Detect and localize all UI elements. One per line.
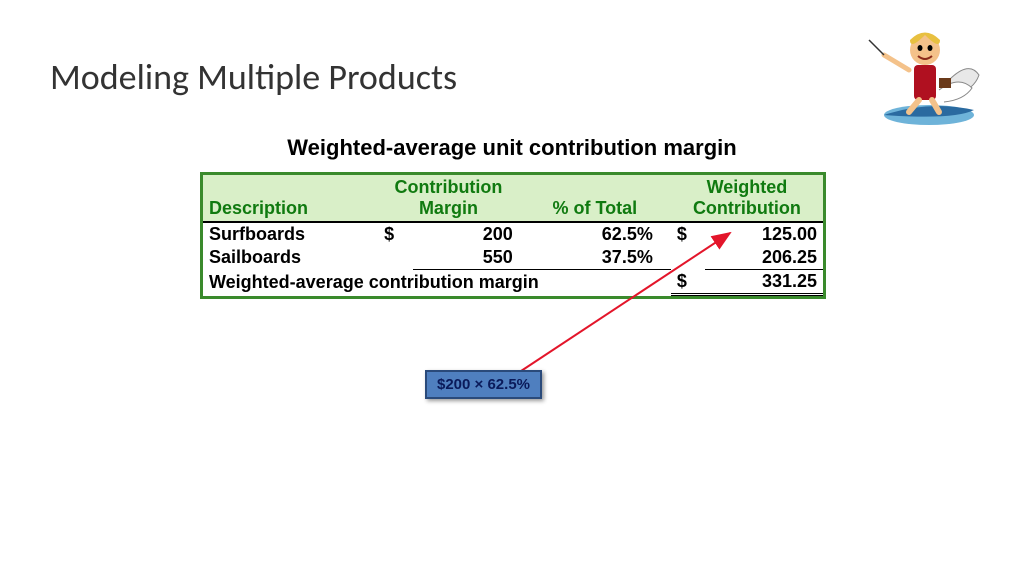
cell-cm: 550 <box>413 246 519 270</box>
cell-wc: 125.00 <box>705 222 823 246</box>
col-description: Description <box>209 198 308 218</box>
table-row: Surfboards $ 200 62.5% $ 125.00 <box>203 222 823 246</box>
cell-pct: 37.5% <box>519 246 671 270</box>
cell-desc: Sailboards <box>203 246 378 270</box>
cell-wc: 206.25 <box>705 246 823 270</box>
cell-pct: 62.5% <box>519 222 671 246</box>
table-header-row: Description Contribution Margin % of Tot… <box>203 175 823 222</box>
formula-callout: $200 × 62.5% <box>425 370 542 399</box>
cell-cur-wc <box>671 246 706 270</box>
col-wc-line1: Weighted <box>707 177 788 197</box>
decorative-clipart <box>854 20 984 130</box>
col-cm-line1: Contribution <box>394 177 502 197</box>
slide-subtitle: Weighted-average unit contribution margi… <box>0 135 1024 161</box>
table-row: Sailboards 550 37.5% 206.25 <box>203 246 823 270</box>
table-total-row: Weighted-average contribution margin $ 3… <box>203 270 823 295</box>
cell-cm: 200 <box>413 222 519 246</box>
total-currency: $ <box>671 270 706 295</box>
total-label: Weighted-average contribution margin <box>203 270 671 295</box>
cell-desc: Surfboards <box>203 222 378 246</box>
cell-cur-cm <box>378 246 413 270</box>
slide-title: Modeling Multiple Products <box>50 55 457 99</box>
total-value: 331.25 <box>705 270 823 295</box>
col-pct: % of Total <box>552 198 637 218</box>
col-wc-line2: Contribution <box>693 198 801 218</box>
col-cm-line2: Margin <box>419 198 478 218</box>
cell-cur-cm: $ <box>378 222 413 246</box>
cell-cur-wc: $ <box>671 222 706 246</box>
contribution-table: Description Contribution Margin % of Tot… <box>200 172 826 299</box>
